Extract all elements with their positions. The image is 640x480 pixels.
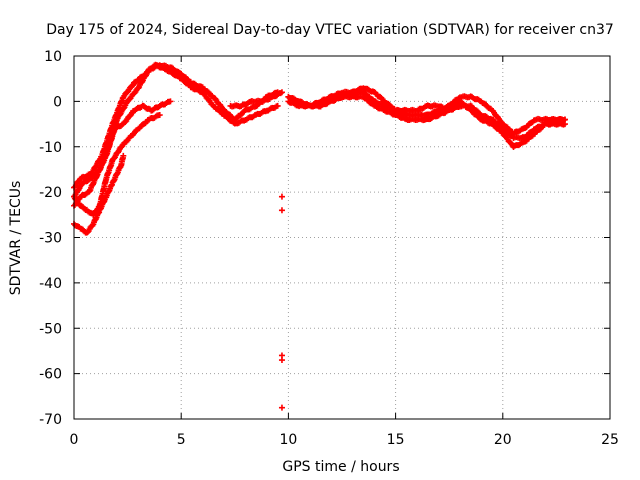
x-tick-label: 5 [177, 432, 186, 448]
y-tick-label: -70 [39, 412, 62, 428]
series-outliers [279, 194, 285, 411]
data-point [279, 357, 285, 363]
x-tick-label: 10 [279, 432, 297, 448]
series-trace-g [285, 85, 568, 136]
data-point [279, 207, 285, 213]
y-tick-label: -50 [39, 321, 62, 337]
y-tick-label: 0 [53, 94, 62, 110]
y-axis-label: SDTVAR / TECUs [8, 181, 24, 296]
x-tick-label: 0 [70, 432, 79, 448]
x-tick-label: 25 [601, 432, 619, 448]
data-point [279, 405, 285, 411]
data-point [279, 194, 285, 200]
chart-title: Day 175 of 2024, Sidereal Day-to-day VTE… [46, 22, 614, 38]
y-tick-label: -20 [39, 185, 62, 201]
y-tick-label: -40 [39, 276, 62, 292]
x-axis-label: GPS time / hours [282, 459, 399, 475]
series-trace-b [71, 62, 281, 199]
chart: 0 5 10 15 20 25 -70 -60 -50 -40 -30 -20 -10 0 10 Day 1… [0, 0, 640, 480]
y-tick-label: 10 [44, 49, 62, 65]
series-trace-a [71, 62, 281, 191]
data-series [71, 62, 568, 411]
y-tick-label: -30 [39, 231, 62, 247]
x-tick-label: 15 [387, 432, 405, 448]
y-tick-label: -10 [39, 140, 62, 156]
y-tick-label: -60 [39, 367, 62, 383]
x-tick-label: 20 [494, 432, 512, 448]
